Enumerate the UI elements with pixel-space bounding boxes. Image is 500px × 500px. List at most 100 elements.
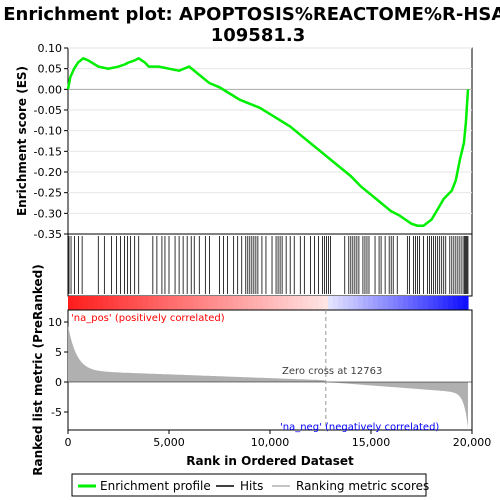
- color-bar-segment: [393, 296, 399, 310]
- color-bar-segment: [298, 296, 304, 310]
- color-bar-segment: [268, 296, 274, 310]
- color-bar-segment: [118, 296, 124, 310]
- es-y-tick-label: -0.15: [34, 145, 62, 158]
- rank-y-tick-label: 5: [55, 346, 62, 359]
- color-bar-segment: [223, 296, 229, 310]
- legend: Enrichment profile Hits Ranking metric s…: [72, 474, 429, 496]
- legend-hits-label: Hits: [240, 479, 263, 493]
- color-bar-segment: [353, 296, 359, 310]
- rank-y-ticks: 10 5 0 -5: [48, 316, 68, 419]
- color-bar-segment: [418, 296, 424, 310]
- color-bar-segment: [368, 296, 374, 310]
- x-axis-label: Rank in Ordered Dataset: [186, 454, 354, 468]
- color-bar-segment: [143, 296, 149, 310]
- color-bar-segment: [388, 296, 394, 310]
- es-y-tick-label: -0.20: [34, 166, 62, 179]
- es-y-tick-label: -0.35: [34, 228, 62, 241]
- zero-cross-label: Zero cross at 12763: [282, 366, 382, 377]
- color-bar-segment: [228, 296, 234, 310]
- rank-y-tick-label: -5: [51, 406, 62, 419]
- rank-y-axis-label: Ranked list metric (PreRanked): [31, 264, 45, 476]
- color-bar-segment: [293, 296, 299, 310]
- color-bar-segment: [343, 296, 349, 310]
- rank-color-bar: [68, 296, 469, 310]
- es-y-tick-label: 0.00: [38, 83, 63, 96]
- color-bar-segment: [323, 296, 329, 310]
- color-bar-segment: [378, 296, 384, 310]
- color-bar-segment: [333, 296, 339, 310]
- color-bar-segment: [88, 296, 94, 310]
- color-bar-segment: [128, 296, 134, 310]
- color-bar-segment: [203, 296, 209, 310]
- color-bar-segment: [138, 296, 144, 310]
- color-bar-segment: [453, 296, 459, 310]
- es-y-tick-label: -0.25: [34, 187, 62, 200]
- x-tick-label: 10,000: [251, 436, 290, 449]
- color-bar-segment: [398, 296, 404, 310]
- color-bar-segment: [448, 296, 454, 310]
- color-bar-segment: [83, 296, 89, 310]
- color-bar-segment: [208, 296, 214, 310]
- es-panel: 0.10 0.05 0.00 -0.05 -0.10 -0.15 -0.20 -0.25 -0.…: [15, 42, 472, 241]
- es-y-tick-label: -0.30: [34, 207, 62, 220]
- color-bar-segment: [183, 296, 189, 310]
- color-bar-segment: [433, 296, 439, 310]
- color-bar-segment: [73, 296, 79, 310]
- legend-ranking-label: Ranking metric scores: [296, 479, 429, 493]
- rank-y-tick-label: 10: [48, 316, 62, 329]
- color-bar-segment: [458, 296, 464, 310]
- color-bar-segment: [258, 296, 264, 310]
- color-bar-segment: [168, 296, 174, 310]
- color-bar-segment: [108, 296, 114, 310]
- color-bar-segment: [198, 296, 204, 310]
- color-bar-segment: [98, 296, 104, 310]
- color-bar-segment: [338, 296, 344, 310]
- color-bar-segment: [218, 296, 224, 310]
- es-y-tick-label: 0.10: [38, 42, 63, 55]
- color-bar-segment: [113, 296, 119, 310]
- color-bar-segment: [273, 296, 279, 310]
- color-bar-segment: [148, 296, 154, 310]
- color-bar-segment: [78, 296, 84, 310]
- color-bar-segment: [318, 296, 324, 310]
- es-y-tick-label: -0.10: [34, 125, 62, 138]
- x-tick-label: 20,000: [453, 436, 492, 449]
- rank-y-tick-label: 0: [55, 376, 62, 389]
- color-bar-segment: [263, 296, 269, 310]
- es-y-tick-label: -0.05: [34, 104, 62, 117]
- color-bar-segment: [133, 296, 139, 310]
- color-bar-segment: [213, 296, 219, 310]
- color-bar-segment: [348, 296, 354, 310]
- legend-enrichment-label: Enrichment profile: [100, 479, 211, 493]
- color-bar-segment: [288, 296, 294, 310]
- color-bar-segment: [158, 296, 164, 310]
- color-bar-segment: [233, 296, 239, 310]
- rank-plot-area: [68, 310, 472, 430]
- pos-correlated-label: 'na_pos' (positively correlated): [71, 313, 225, 324]
- color-bar-segment: [278, 296, 284, 310]
- color-bar-segment: [283, 296, 289, 310]
- color-bar-segment: [383, 296, 389, 310]
- color-bar-segment: [303, 296, 309, 310]
- color-bar-segment: [188, 296, 194, 310]
- color-bar-segment: [463, 296, 469, 310]
- color-bar-segment: [93, 296, 99, 310]
- color-bar-segment: [163, 296, 169, 310]
- color-bar-segment: [428, 296, 434, 310]
- chart-title-line2: 109581.3: [211, 25, 306, 46]
- color-bar-segment: [243, 296, 249, 310]
- color-bar-segment: [68, 296, 74, 310]
- es-y-ticks: 0.10 0.05 0.00 -0.05 -0.10 -0.15 -0.20 -0.25 -0.…: [34, 42, 68, 241]
- es-plot-area: [68, 48, 472, 234]
- x-tick-label: 15,000: [352, 436, 391, 449]
- color-bar-segment: [403, 296, 409, 310]
- color-bar-segment: [413, 296, 419, 310]
- color-bar-segment: [328, 296, 334, 310]
- color-bar-segment: [103, 296, 109, 310]
- chart-title: Enrichment plot: APOPTOSIS%REACTOME%R-HS…: [3, 4, 500, 25]
- color-bar-segment: [238, 296, 244, 310]
- hits-area: [68, 234, 472, 296]
- color-bar-segment: [443, 296, 449, 310]
- color-bar-segment: [253, 296, 259, 310]
